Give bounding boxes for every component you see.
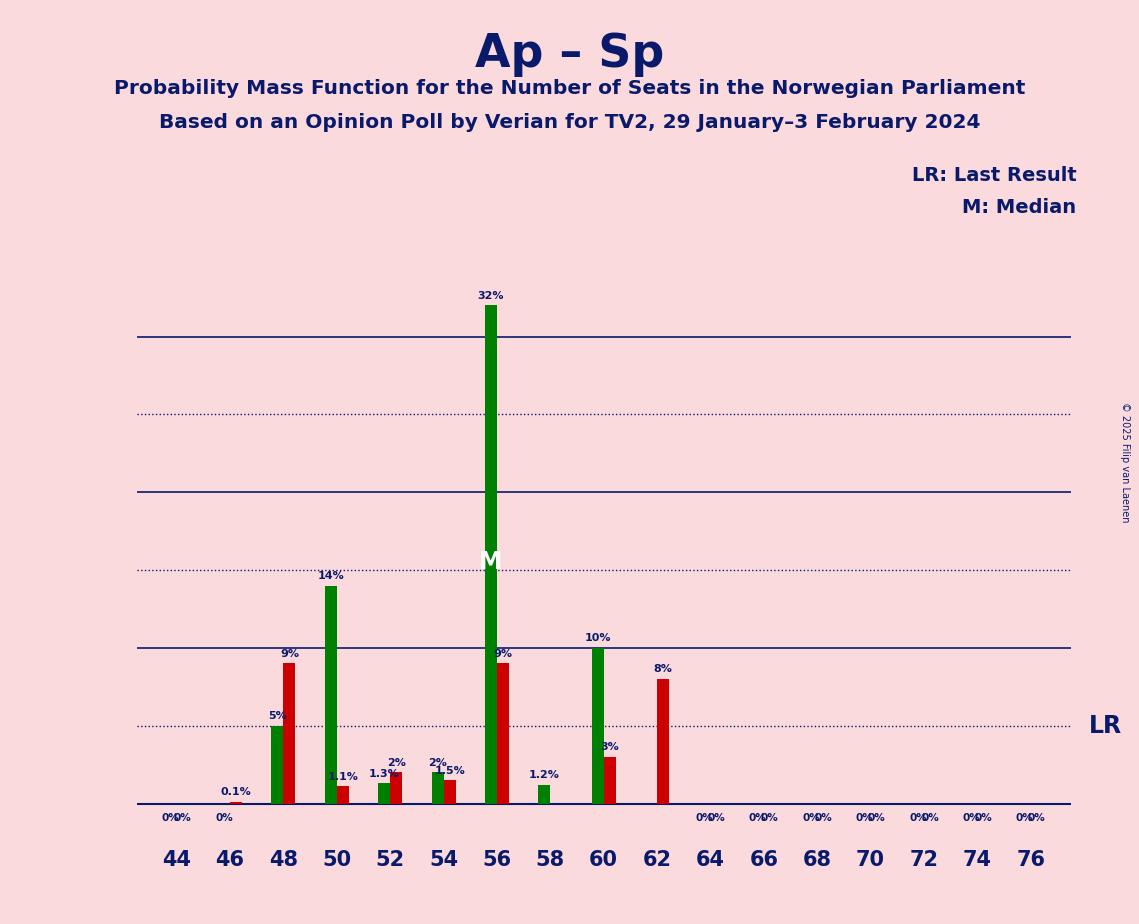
Text: 50: 50 <box>322 850 351 870</box>
Bar <box>230 802 243 804</box>
Bar <box>284 663 295 804</box>
Text: Based on an Opinion Poll by Verian for TV2, 29 January–3 February 2024: Based on an Opinion Poll by Verian for T… <box>158 113 981 132</box>
Text: 48: 48 <box>269 850 298 870</box>
Text: LR: LR <box>1089 713 1122 737</box>
Text: 32%: 32% <box>477 291 505 300</box>
Bar <box>337 786 349 804</box>
Text: 64: 64 <box>696 850 724 870</box>
Text: 62: 62 <box>642 850 672 870</box>
Text: 3%: 3% <box>600 742 620 752</box>
Text: 54: 54 <box>429 850 458 870</box>
Text: 44: 44 <box>162 850 191 870</box>
Text: 0%: 0% <box>696 813 713 823</box>
Text: 52: 52 <box>376 850 404 870</box>
Text: Ap – Sp: Ap – Sp <box>475 32 664 78</box>
Text: 76: 76 <box>1016 850 1046 870</box>
Text: 0%: 0% <box>1016 813 1033 823</box>
Text: 66: 66 <box>749 850 778 870</box>
Text: 46: 46 <box>215 850 245 870</box>
Bar <box>604 757 616 804</box>
Text: 0%: 0% <box>749 813 767 823</box>
Text: 0%: 0% <box>707 813 726 823</box>
Text: M: Median: M: Median <box>962 198 1076 217</box>
Text: 74: 74 <box>962 850 992 870</box>
Bar <box>497 663 509 804</box>
Text: 60: 60 <box>589 850 618 870</box>
Bar <box>591 648 604 804</box>
Bar <box>485 306 497 804</box>
Bar <box>657 679 669 804</box>
Bar <box>539 784 550 804</box>
Text: LR: Last Result: LR: Last Result <box>911 166 1076 186</box>
Text: 9%: 9% <box>493 649 513 659</box>
Text: 0%: 0% <box>962 813 981 823</box>
Text: © 2025 Filip van Laenen: © 2025 Filip van Laenen <box>1121 402 1130 522</box>
Text: 0%: 0% <box>868 813 885 823</box>
Text: 70: 70 <box>857 850 885 870</box>
Text: M: M <box>480 551 502 575</box>
Text: 0%: 0% <box>855 813 874 823</box>
Text: 1.5%: 1.5% <box>434 766 465 775</box>
Text: 2%: 2% <box>428 758 446 768</box>
Text: 5%: 5% <box>268 711 287 721</box>
Text: 0%: 0% <box>761 813 779 823</box>
Text: 1.2%: 1.2% <box>528 771 559 780</box>
Bar <box>325 586 337 804</box>
Text: 0%: 0% <box>215 813 233 823</box>
Bar <box>378 784 391 804</box>
Text: 0%: 0% <box>974 813 992 823</box>
Bar <box>432 772 443 804</box>
Text: 0%: 0% <box>1027 813 1046 823</box>
Text: 9%: 9% <box>280 649 298 659</box>
Text: 8%: 8% <box>654 664 672 675</box>
Text: 58: 58 <box>535 850 565 870</box>
Text: 1.1%: 1.1% <box>327 772 359 782</box>
Text: 0%: 0% <box>909 813 927 823</box>
Text: 72: 72 <box>909 850 939 870</box>
Bar <box>443 780 456 804</box>
Bar <box>271 725 284 804</box>
Text: Probability Mass Function for the Number of Seats in the Norwegian Parliament: Probability Mass Function for the Number… <box>114 79 1025 98</box>
Text: 0%: 0% <box>802 813 820 823</box>
Text: 2%: 2% <box>387 758 405 768</box>
Text: 1.3%: 1.3% <box>369 769 400 779</box>
Text: 68: 68 <box>803 850 831 870</box>
Text: 0%: 0% <box>174 813 191 823</box>
Text: 56: 56 <box>483 850 511 870</box>
Text: 10%: 10% <box>584 633 611 643</box>
Text: 0%: 0% <box>921 813 939 823</box>
Bar <box>391 772 402 804</box>
Text: 0.1%: 0.1% <box>221 787 252 797</box>
Text: 0%: 0% <box>162 813 180 823</box>
Text: 0%: 0% <box>814 813 831 823</box>
Text: 14%: 14% <box>318 571 344 581</box>
